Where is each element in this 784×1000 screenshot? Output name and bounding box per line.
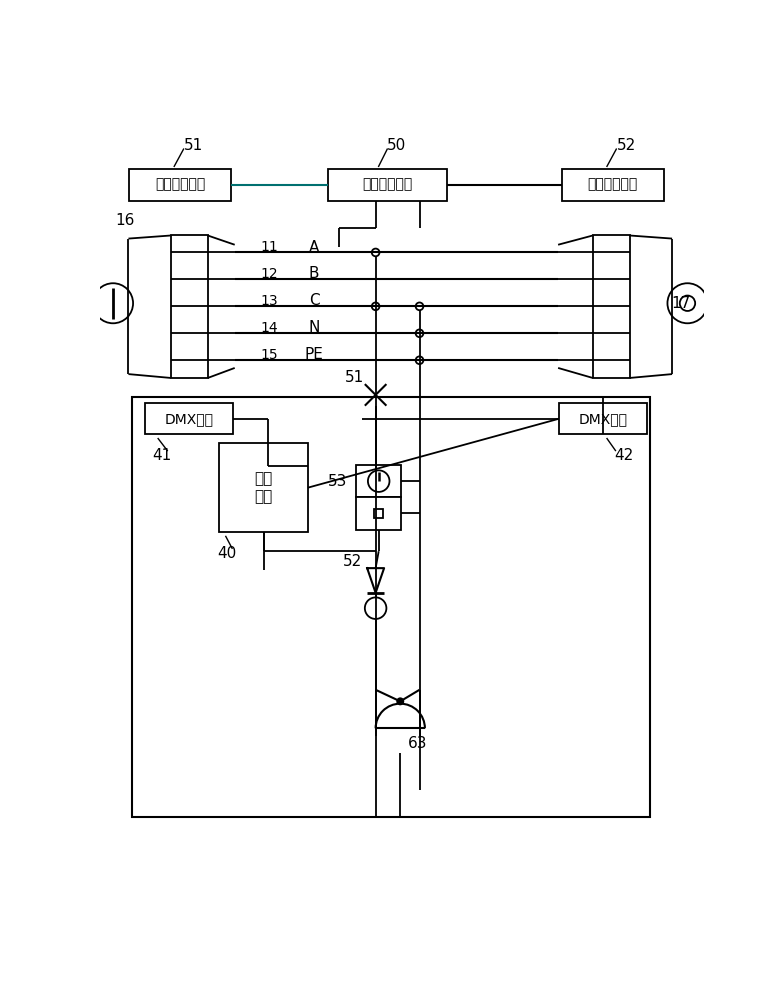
Circle shape bbox=[667, 283, 707, 323]
Circle shape bbox=[372, 249, 379, 256]
Bar bbox=[129, 169, 230, 201]
Bar bbox=[220, 443, 308, 532]
Text: PE: PE bbox=[304, 347, 324, 362]
Text: 13: 13 bbox=[260, 294, 278, 308]
Text: 调光: 调光 bbox=[255, 471, 273, 486]
Text: DMX输入: DMX输入 bbox=[165, 412, 213, 426]
Bar bbox=[374, 509, 383, 518]
Text: 41: 41 bbox=[152, 448, 171, 463]
Text: 11: 11 bbox=[260, 240, 278, 254]
Text: N: N bbox=[308, 320, 320, 335]
Circle shape bbox=[416, 329, 423, 337]
Text: C: C bbox=[309, 293, 319, 308]
Bar bbox=[328, 169, 447, 201]
Circle shape bbox=[368, 470, 390, 492]
Bar bbox=[593, 235, 630, 378]
Text: 网络监测单元: 网络监测单元 bbox=[362, 178, 412, 192]
Text: 40: 40 bbox=[217, 546, 237, 561]
Bar bbox=[171, 235, 208, 378]
Text: 51: 51 bbox=[184, 138, 204, 153]
Circle shape bbox=[365, 597, 387, 619]
Text: 50: 50 bbox=[387, 138, 406, 153]
Text: 网络信号输出: 网络信号输出 bbox=[155, 178, 205, 192]
Text: DMX输出: DMX输出 bbox=[579, 412, 628, 426]
Text: 17: 17 bbox=[672, 296, 691, 311]
Text: 51: 51 bbox=[344, 370, 364, 385]
Text: 52: 52 bbox=[617, 138, 637, 153]
Text: 12: 12 bbox=[260, 267, 278, 281]
Text: 52: 52 bbox=[343, 554, 362, 569]
Text: 控制: 控制 bbox=[255, 489, 273, 504]
Circle shape bbox=[680, 296, 695, 311]
Bar bbox=[357, 497, 401, 530]
Circle shape bbox=[416, 302, 423, 310]
Circle shape bbox=[397, 698, 403, 704]
Text: 16: 16 bbox=[116, 213, 135, 228]
Bar bbox=[144, 403, 233, 434]
Text: 53: 53 bbox=[328, 474, 347, 489]
Bar bbox=[562, 169, 663, 201]
Text: A: A bbox=[309, 240, 319, 255]
Text: 63: 63 bbox=[408, 736, 427, 751]
Circle shape bbox=[372, 302, 379, 310]
Circle shape bbox=[93, 283, 133, 323]
Text: B: B bbox=[309, 266, 319, 282]
Bar bbox=[132, 397, 650, 817]
Text: 网络信号输出: 网络信号输出 bbox=[588, 178, 638, 192]
Text: 15: 15 bbox=[260, 348, 278, 362]
Bar bbox=[357, 465, 401, 497]
Text: 14: 14 bbox=[260, 321, 278, 335]
Bar bbox=[559, 403, 648, 434]
Polygon shape bbox=[367, 568, 384, 593]
Text: 42: 42 bbox=[614, 448, 633, 463]
Circle shape bbox=[416, 356, 423, 364]
